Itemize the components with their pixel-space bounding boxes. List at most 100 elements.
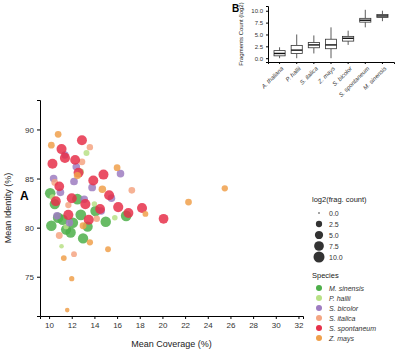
box-body [308,43,319,48]
tick: 24 [204,316,213,330]
tick-mark [266,58,268,59]
legend-swatch [316,305,322,311]
tick-label: 2.5 [255,44,264,50]
tick-mark [296,62,297,64]
tick-label: 0.0 [255,56,264,62]
tick-mark [94,316,95,319]
box-body [377,15,388,18]
tick-label: 75 [25,273,34,282]
bubble [47,159,57,169]
bubble [112,215,118,221]
tick: M. sinensis [362,62,387,91]
tick-label: 28 [249,321,258,330]
legend-label: S. italica [329,315,356,322]
tick-label: 10 [45,321,54,330]
bubble [70,155,80,165]
tick: 20 [158,316,167,330]
series [50,151,124,226]
legend-swatch [316,285,322,291]
legend-title: Species [312,271,339,280]
bubble [74,172,81,179]
whisker-high [313,35,314,42]
whisker-high [382,11,383,15]
bubble [185,199,192,206]
tick-label: 30 [272,321,281,330]
tick-mark [162,316,163,319]
bubble [60,153,70,163]
bubble [61,255,67,261]
legend-label: 0.0 [329,210,339,217]
tick-mark [37,277,40,278]
bubble [65,308,70,313]
median [325,44,336,45]
whisker-low [348,41,349,45]
tick: 7.5 [255,20,268,26]
bubble [87,144,93,150]
tick-mark [37,179,40,180]
bubble [128,187,135,194]
bubble [48,142,55,149]
tick: 26 [226,316,235,330]
box [343,31,354,45]
x-axis-line [269,63,395,65]
legend-label: S. bicolor [329,305,359,312]
tick: 28 [249,316,258,330]
box [377,11,388,21]
y-axis: 0.0 2.5 5.0 7.5 10.0 [251,7,268,63]
tick: 85 [25,175,40,184]
bubble [80,222,87,229]
tick-label: 18 [136,321,145,330]
tick: 0.0 [255,56,268,62]
tick-mark [37,129,40,130]
tick-label: 85 [25,175,34,184]
box [360,10,371,28]
legend: log2(frag. count)0.02.55.07.510.0Species… [312,195,376,343]
tick: 5.0 [255,32,268,38]
bubble [69,276,74,281]
bubble [123,208,133,218]
legend-label: 7.5 [329,243,339,250]
median [360,20,371,21]
tick-mark [348,62,349,64]
tick: A. thaliana [260,62,285,90]
bubble [95,204,105,214]
series [50,150,118,249]
tick-mark [313,62,314,64]
x-axis-line [41,317,304,320]
median [291,49,302,50]
tick-mark [382,62,383,64]
whisker-high [365,10,366,19]
tick: 90 [25,126,40,135]
x-axis-title: Mean Coverage (%) [131,339,212,349]
panel-label: B [232,3,239,14]
bubble [78,233,88,243]
tick-label: 80 [25,224,34,233]
tick-label: 10.0 [251,8,263,14]
tick-mark [253,316,254,319]
box [308,35,319,53]
bubble [77,135,87,145]
tick-mark [298,316,299,319]
legend-size [316,221,322,227]
tick-mark [72,316,73,319]
legend-swatch [316,295,322,301]
plot-area [45,131,228,312]
bubble [98,170,108,180]
tick-mark [266,46,268,47]
x-axis: 101214161820222426283032 [41,316,304,330]
legend-label: Z. mays [328,335,354,343]
panel-label: A [20,189,29,203]
bubble [67,193,77,203]
series [47,135,168,225]
tick: 22 [181,316,190,330]
legend-label: P. hallii [329,295,351,302]
tick-mark [266,11,268,12]
median [343,38,354,39]
legend-label: 10.0 [329,254,343,261]
bubble [66,219,73,226]
whisker-low [365,22,366,27]
tick: 75 [25,273,40,282]
tick: 2.5 [255,44,268,50]
whisker-low [296,53,297,58]
tick-label: 16 [113,321,122,330]
